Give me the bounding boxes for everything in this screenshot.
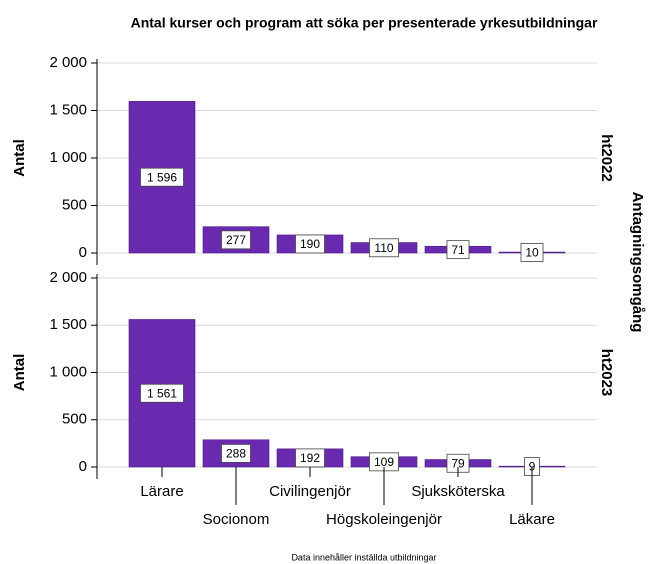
value-label-box xyxy=(520,243,544,262)
value-label-box xyxy=(221,443,251,463)
value-label: 10 xyxy=(525,246,539,260)
y-tick-label: 1 000 xyxy=(49,149,87,166)
value-label: 1 596 xyxy=(147,170,177,184)
value-label: 192 xyxy=(300,451,320,465)
value-label: 9 xyxy=(529,460,536,474)
facet-axis-label: Antagningsomgång xyxy=(629,192,646,333)
y-tick-label: 1 000 xyxy=(49,363,87,380)
value-label: 288 xyxy=(226,447,246,461)
value-label: 190 xyxy=(300,237,320,251)
y-tick-label: 500 xyxy=(62,196,87,213)
value-label: 71 xyxy=(451,243,465,257)
value-label: 79 xyxy=(451,456,465,470)
x-tick-label: Sjuksköterska xyxy=(411,483,505,500)
value-label: 277 xyxy=(226,233,246,247)
value-label-box xyxy=(369,238,399,258)
x-tick-label: Läkare xyxy=(509,511,555,528)
y-tick-label: 1 500 xyxy=(49,101,87,118)
value-label: 109 xyxy=(374,455,394,469)
x-tick-label: Civilingenjör xyxy=(269,483,351,500)
y-tick-label: 1 500 xyxy=(49,316,87,333)
x-tick-label: Socionom xyxy=(203,511,270,528)
value-label: 1 561 xyxy=(147,386,177,400)
value-label-box xyxy=(446,240,470,260)
footnote: Data innehåller inställda utbildningar xyxy=(291,552,436,562)
y-tick-label: 0 xyxy=(79,244,87,261)
x-tick-label: Lärare xyxy=(140,483,183,500)
value-label-box xyxy=(221,230,251,250)
chart-title: Antal kurser och program att söka per pr… xyxy=(131,15,598,31)
value-label-box xyxy=(140,167,184,187)
y-axis-label: Antal xyxy=(11,139,28,177)
value-label-box xyxy=(295,448,325,468)
y-tick-label: 0 xyxy=(79,458,87,475)
y-tick-label: 2 000 xyxy=(49,269,87,286)
y-axis-label: Antal xyxy=(11,354,28,392)
facet-label: ht2023 xyxy=(598,349,615,397)
y-tick-label: 2 000 xyxy=(49,54,87,71)
y-tick-label: 500 xyxy=(62,411,87,428)
x-tick-label: Högskoleingenjör xyxy=(326,511,442,528)
value-label-box xyxy=(295,234,325,254)
value-label: 110 xyxy=(374,241,393,255)
facet-label: ht2022 xyxy=(598,134,615,182)
value-label-box xyxy=(140,383,184,403)
